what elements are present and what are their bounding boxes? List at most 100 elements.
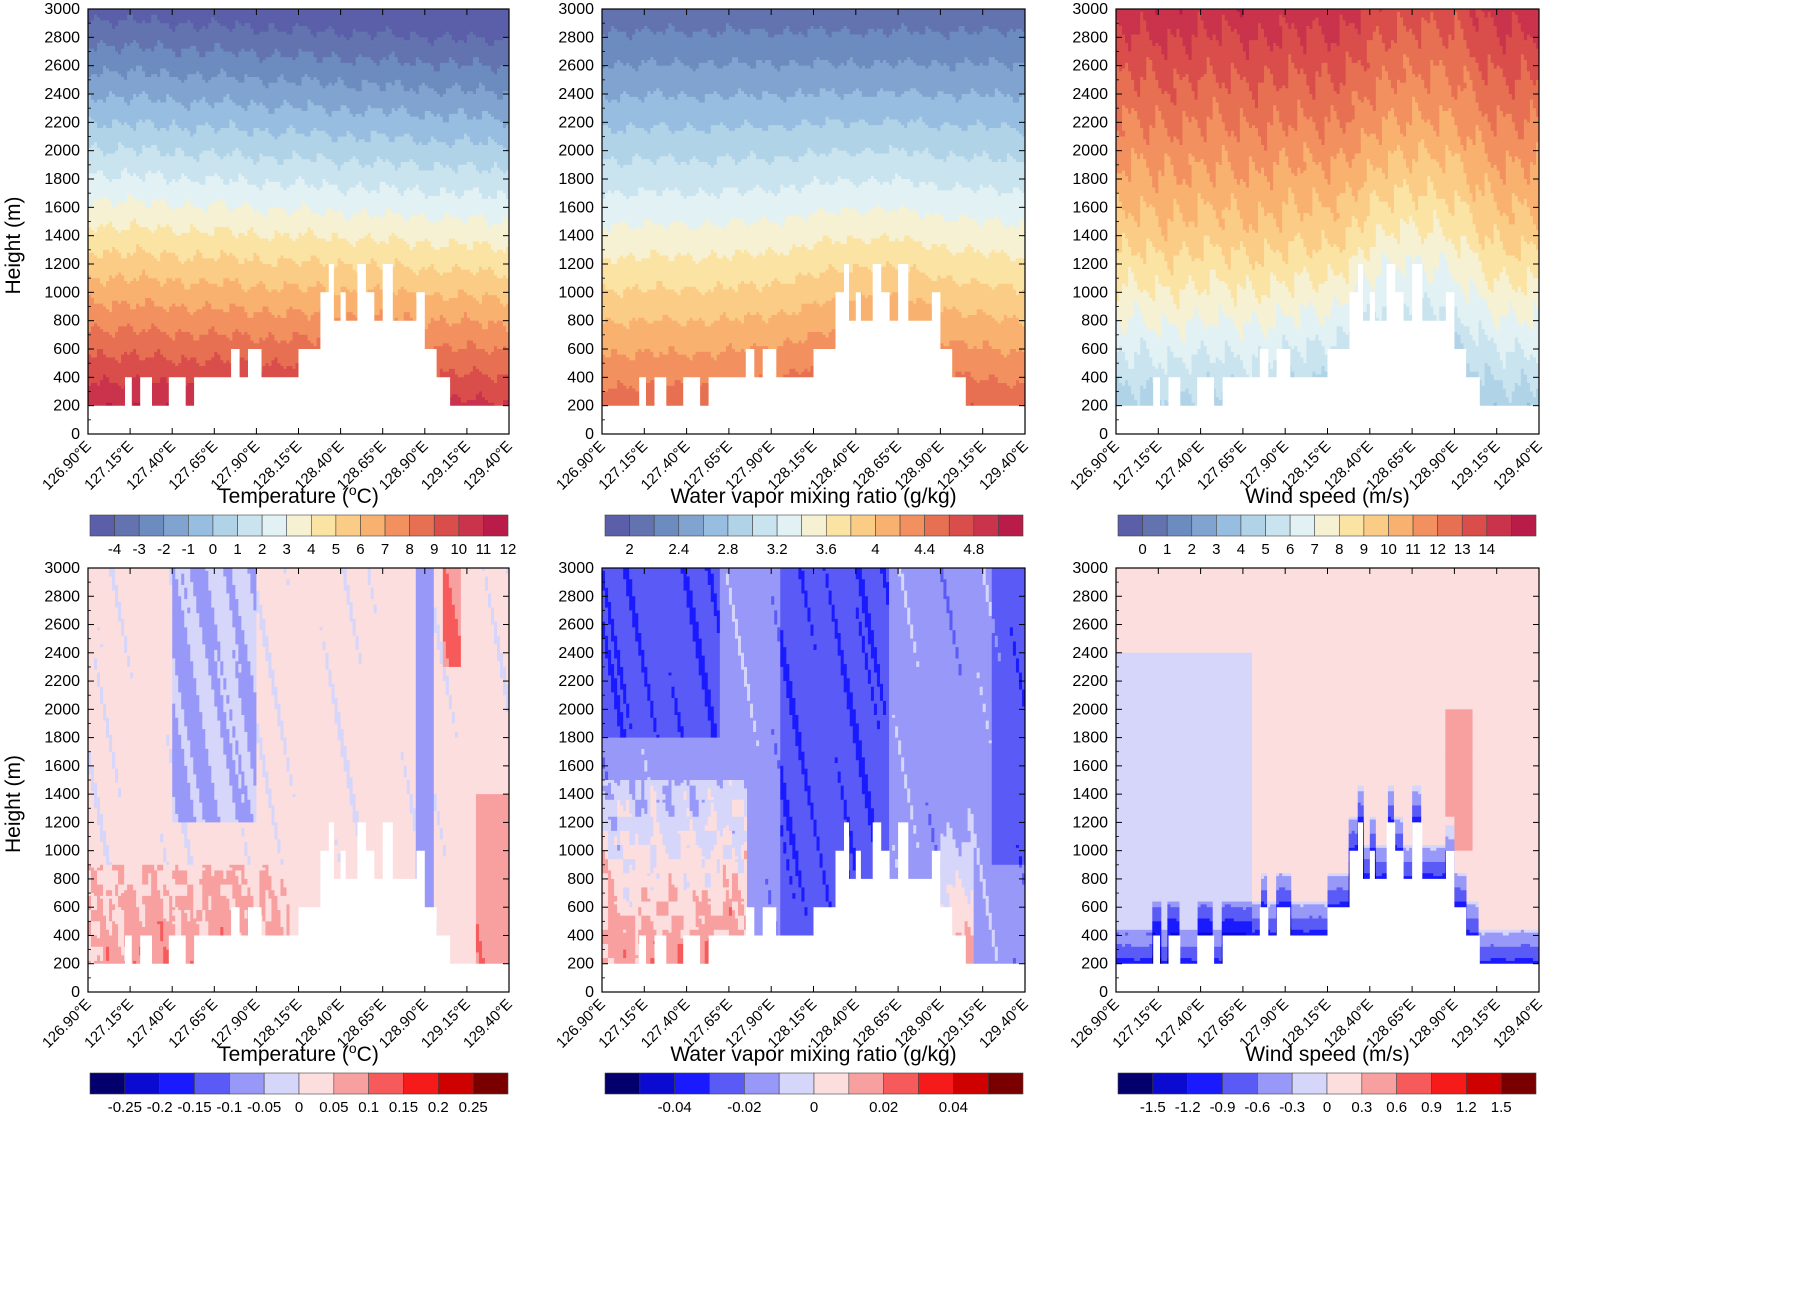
colorbar-label: -0.25 [108, 1099, 142, 1116]
colorbar-label: 12 [500, 541, 517, 558]
panel-top-left: 0 200 400 600 800 1000 1200 1400 1600 1800 2000 220… [2, 1, 516, 558]
y-tick-label: 800 [567, 313, 594, 330]
panel-top-middle: 0 200 400 600 800 1000 1200 1400 1600 1800 2000 220… [553, 1, 1032, 558]
y-tick-label: 1800 [44, 730, 80, 747]
y-tick-label: 200 [53, 956, 80, 973]
y-tick-label: 2800 [1072, 588, 1108, 605]
y-tick-label: 2600 [558, 617, 594, 634]
y-tick-label: 400 [567, 927, 594, 944]
colorbar-label: 2.4 [668, 541, 689, 558]
y-tick-label: 200 [53, 398, 80, 415]
colorbar-swatch [333, 1072, 369, 1095]
colorbar-label: -1.2 [1175, 1099, 1201, 1116]
y-tick-label: 1200 [1072, 256, 1108, 273]
y-tick-label: 1200 [44, 256, 80, 273]
colorbar-swatch [237, 514, 263, 537]
colorbar-label: 9 [430, 541, 438, 558]
colorbar-label: 12 [1429, 541, 1446, 558]
y-tick-label: 1400 [558, 228, 594, 245]
colorbar-swatch [1152, 1072, 1188, 1095]
colorbar-label: 11 [1405, 541, 1421, 558]
colorbar-swatch [1326, 1072, 1363, 1095]
colorbar-label: 6 [1286, 541, 1294, 558]
y-tick-label: 2000 [44, 701, 80, 718]
contour-field [602, 9, 1025, 434]
y-tick-label: 0 [71, 984, 80, 1001]
colorbar-swatch [286, 514, 312, 537]
colorbar-swatch [1265, 514, 1291, 537]
colorbar-swatch [261, 514, 288, 537]
colorbar-swatch [438, 1072, 474, 1095]
y-tick-label: 1800 [1072, 730, 1108, 747]
colorbar-swatch [727, 514, 753, 537]
colorbar-swatch [403, 1072, 439, 1095]
y-tick-label: 400 [1081, 927, 1108, 944]
colorbar-swatch [89, 514, 115, 537]
y-tick-label: 2800 [44, 588, 80, 605]
colorbar-swatch [752, 514, 778, 537]
colorbar-label: 0.05 [319, 1099, 348, 1116]
terrain-mask [602, 822, 1025, 992]
colorbar-swatch [1437, 514, 1463, 537]
colorbar-swatch [1511, 514, 1537, 537]
y-tick-label: 1800 [44, 171, 80, 188]
y-tick-label: 1800 [558, 171, 594, 188]
colorbar-label: 1 [1163, 541, 1171, 558]
colorbar-swatch [948, 514, 975, 537]
y-tick-label: 0 [585, 984, 594, 1001]
colorbar-label: -0.05 [247, 1099, 281, 1116]
colorbar-swatch [1291, 1072, 1328, 1095]
x-axis-label: Wind speed (m/s) [1245, 485, 1410, 508]
colorbar-swatch [1240, 514, 1266, 537]
colorbar-label: 1.5 [1491, 1099, 1512, 1116]
y-tick-label: 2800 [44, 29, 80, 46]
y-tick-label: 3000 [558, 1, 594, 18]
y-tick-label: 200 [1081, 956, 1108, 973]
y-tick-label: 3000 [44, 560, 80, 577]
colorbar-swatch [433, 514, 460, 537]
y-tick-label: 1600 [558, 758, 594, 775]
colorbar-label: 0.02 [869, 1099, 898, 1116]
y-axis-label: Height (m) [2, 196, 25, 294]
colorbar-swatch [1257, 1072, 1293, 1095]
y-axis-label: Height (m) [2, 755, 25, 853]
y-tick-label: 2000 [1072, 701, 1108, 718]
colorbar-swatch [1216, 514, 1242, 537]
y-tick-label: 400 [1081, 369, 1108, 386]
colorbar-swatch [335, 514, 361, 537]
colorbar: 2 2.4 2.8 3.2 3.6 4 4.4 4.8 [604, 514, 1024, 558]
y-tick-label: 2000 [1072, 143, 1108, 160]
colorbar-label: -0.04 [658, 1099, 692, 1116]
colorbar-swatch [458, 514, 484, 537]
y-tick-label: 1000 [44, 284, 80, 301]
colorbar-label: 6 [356, 541, 364, 558]
colorbar-label: 14 [1478, 541, 1495, 558]
colorbar-swatch [298, 1072, 335, 1095]
colorbar-swatch [212, 514, 238, 537]
y-tick-label: 1000 [1072, 843, 1108, 860]
colorbar-swatch [1191, 514, 1217, 537]
y-tick-label: 1400 [44, 786, 80, 803]
colorbar-swatch [998, 514, 1024, 537]
x-axis-label: Temperature (oC) [218, 1040, 379, 1066]
x-axis-label: Water vapor mixing ratio (g/kg) [670, 1043, 956, 1066]
terrain-mask [88, 822, 509, 992]
colorbar-swatch [801, 514, 827, 537]
y-tick-label: 2200 [558, 114, 594, 131]
y-tick-label: 800 [567, 871, 594, 888]
y-tick-label: 1000 [558, 284, 594, 301]
colorbar-swatch [483, 514, 509, 537]
colorbar-swatch [924, 514, 950, 537]
y-tick-label: 2400 [44, 645, 80, 662]
colorbar-swatch [1412, 514, 1438, 537]
colorbar: -1.5 -1.2 -0.9 -0.6 -0.3 0 0.3 0.6 0.9 1.2 1.5 [1117, 1072, 1537, 1116]
contour-field [1116, 568, 1539, 992]
colorbar-label: 8 [1335, 541, 1343, 558]
y-tick-label: 1400 [1072, 786, 1108, 803]
colorbar-label: -0.3 [1279, 1099, 1305, 1116]
colorbar-label: 4 [871, 541, 879, 558]
panel-bottom-middle: 0 200 400 600 800 1000 1200 1400 1600 1800 2000 220… [553, 560, 1032, 1116]
colorbar-label: -1.5 [1140, 1099, 1166, 1116]
colorbar-label: 1 [233, 541, 241, 558]
y-tick-label: 2000 [44, 143, 80, 160]
